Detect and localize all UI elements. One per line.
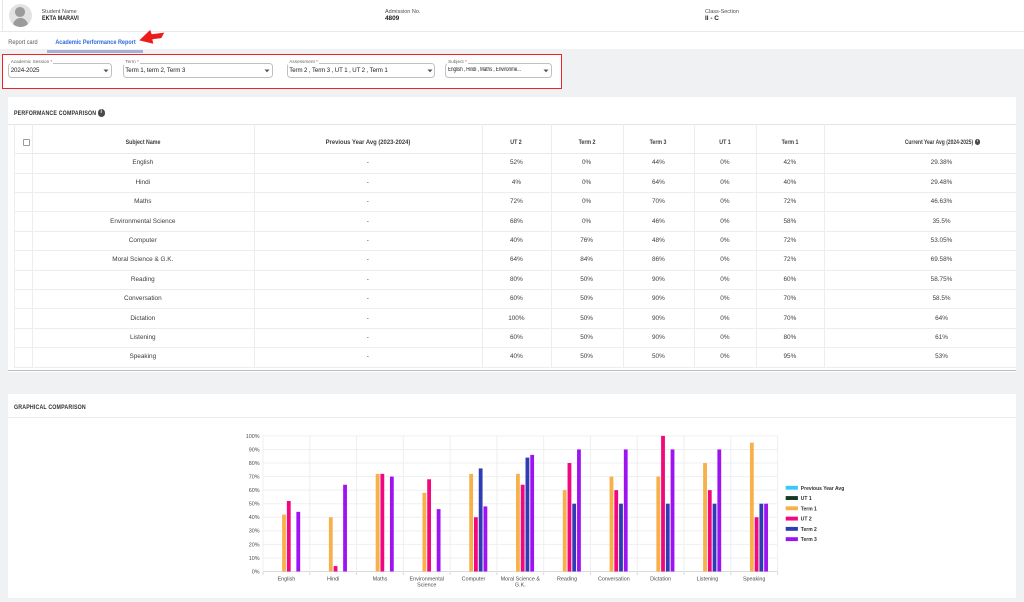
svg-text:Term 2: Term 2 (801, 527, 817, 533)
svg-text:UT 2: UT 2 (801, 517, 812, 523)
svg-text:60%: 60% (249, 488, 260, 494)
svg-text:Dictation: Dictation (650, 577, 671, 583)
svg-text:Science: Science (417, 583, 436, 589)
svg-text:English: English (278, 577, 296, 583)
svg-text:Speaking: Speaking (743, 577, 765, 583)
svg-text:Conversation: Conversation (598, 577, 630, 583)
svg-text:50%: 50% (249, 502, 260, 508)
svg-text:Term 3: Term 3 (801, 537, 817, 543)
svg-text:Environmental: Environmental (410, 577, 444, 583)
svg-text:Hindi: Hindi (327, 577, 339, 583)
svg-text:40%: 40% (249, 515, 260, 521)
svg-text:Previous Year Avg: Previous Year Avg (801, 486, 844, 492)
svg-text:20%: 20% (249, 542, 260, 548)
svg-text:30%: 30% (249, 529, 260, 535)
svg-text:Reading: Reading (557, 577, 577, 583)
svg-text:70%: 70% (249, 474, 260, 480)
svg-text:Listening: Listening (697, 577, 719, 583)
svg-text:80%: 80% (249, 461, 260, 467)
svg-text:10%: 10% (249, 556, 260, 562)
svg-text:G.K.: G.K. (515, 583, 526, 589)
svg-text:100%: 100% (246, 434, 260, 440)
svg-text:Computer: Computer (462, 577, 486, 583)
svg-text:0%: 0% (252, 569, 260, 575)
svg-text:Moral Science &: Moral Science & (501, 577, 541, 583)
svg-text:Term 1: Term 1 (801, 506, 817, 512)
svg-text:90%: 90% (249, 447, 260, 453)
svg-text:UT 1: UT 1 (801, 496, 812, 502)
svg-text:Maths: Maths (373, 577, 388, 583)
